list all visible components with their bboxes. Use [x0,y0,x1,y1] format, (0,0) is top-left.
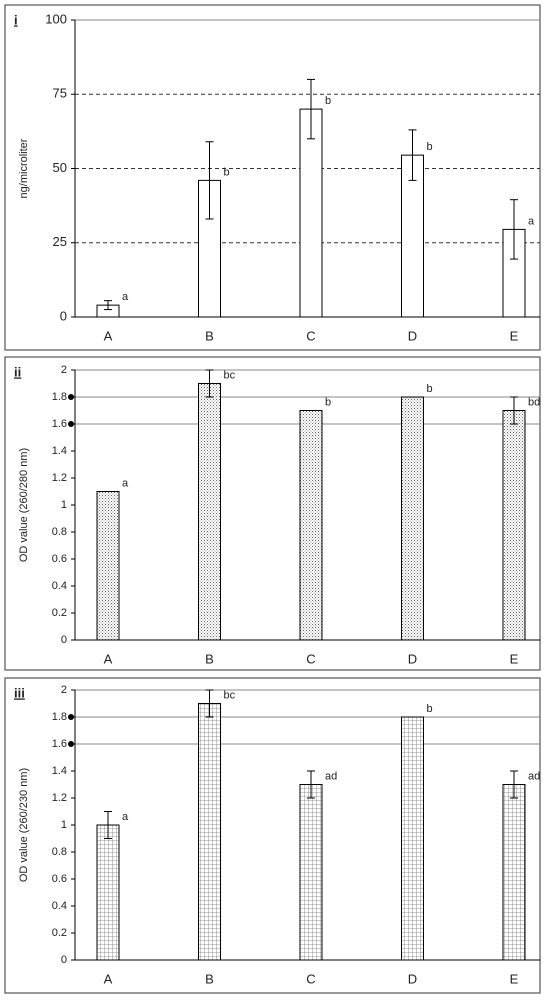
panel-label: ii [14,364,21,379]
bar [502,410,526,641]
x-tick-label: B [205,651,214,666]
y-tick-label: 0.2 [52,927,67,939]
y-tick-label: 0.8 [52,526,67,538]
panel-label: i [14,12,18,27]
bar [299,410,323,641]
y-tick-label: 0 [60,308,67,323]
y-tick-label: 1.6 [52,738,67,750]
x-tick-label: D [408,328,417,343]
y-tick-label: 1.8 [52,711,67,723]
significance-label: b [325,95,331,107]
bar [502,784,526,961]
y-tick-label: 1 [61,499,67,511]
x-tick-label: E [510,971,519,986]
bar [198,703,221,961]
bar [96,824,120,961]
x-tick-label: D [408,651,417,666]
significance-label: b [224,166,230,178]
significance-label: a [122,291,129,303]
y-tick-label: 2 [61,364,67,376]
significance-label: bc [224,369,236,381]
panel-label: iii [14,685,25,700]
panel-frame [4,356,541,671]
significance-label: b [325,396,331,408]
y-tick-label: 1.2 [52,472,67,484]
y-tick-label: 75 [53,86,67,101]
bar [96,491,120,641]
x-tick-label: C [306,651,315,666]
y-tick-label: 50 [53,160,67,175]
significance-label: b [427,383,433,395]
significance-label: a [122,477,129,489]
bar [299,784,323,961]
panel-frame [4,4,541,351]
panel-frame [4,677,541,994]
x-tick-label: E [510,651,519,666]
bar [198,383,221,641]
x-tick-label: B [205,328,214,343]
y-tick-label: 1 [61,819,67,831]
y-tick-label: 1.4 [52,445,67,457]
bar [299,108,323,318]
significance-label: bc [224,689,236,701]
significance-label: ad [325,770,337,782]
y-axis-label: OD value (260/280 nm) [18,448,30,562]
y-axis-label: ng/microliter [18,138,30,198]
significance-label: ad [528,770,540,782]
y-tick-label: 0.8 [52,846,67,858]
y-tick-label: 100 [45,11,67,26]
x-tick-label: C [306,971,315,986]
significance-label: bd [528,396,540,408]
y-tick-label: 1.2 [52,792,67,804]
bar [401,716,424,961]
y-axis-label: OD value (260/230 nm) [18,768,30,882]
y-tick-label: 1.6 [52,418,67,430]
y-tick-label: 0.6 [52,553,67,565]
x-tick-label: E [510,328,519,343]
x-tick-label: A [104,328,113,343]
significance-label: a [122,811,129,823]
x-tick-label: A [104,651,113,666]
y-tick-label: 0.6 [52,873,67,885]
y-tick-label: 0 [61,634,67,646]
y-tick-label: 0 [61,954,67,966]
y-tick-label: 0.4 [52,580,67,592]
significance-label: b [427,703,433,715]
y-tick-label: 2 [61,684,67,696]
y-tick-label: 25 [53,234,67,249]
significance-label: b [427,141,433,153]
x-tick-label: D [408,971,417,986]
x-tick-label: C [306,328,315,343]
significance-label: a [528,215,535,227]
y-tick-label: 0.4 [52,900,67,912]
y-tick-label: 1.4 [52,765,67,777]
y-tick-label: 0.2 [52,607,67,619]
x-tick-label: A [104,971,113,986]
bar [401,396,424,641]
x-tick-label: B [205,971,214,986]
y-tick-label: 1.8 [52,391,67,403]
